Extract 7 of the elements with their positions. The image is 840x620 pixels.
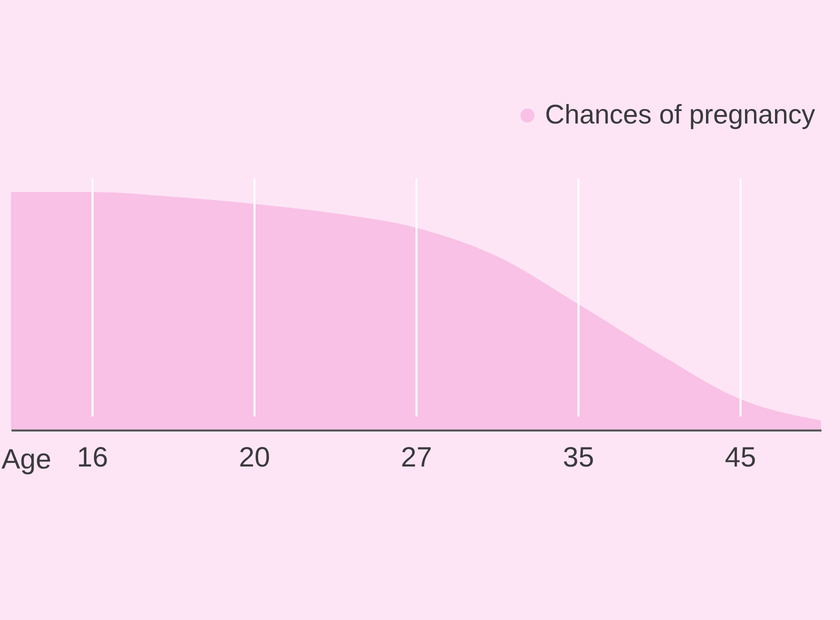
x-tick-label: 27 [400,442,432,472]
legend-label: Chances of pregnancy [545,100,816,130]
x-tick-label: 16 [76,442,108,472]
x-tick-label: 35 [562,442,594,472]
x-tick-label: 45 [724,442,756,472]
x-tick-label: 20 [238,442,270,472]
x-axis-title: Age [2,444,52,474]
